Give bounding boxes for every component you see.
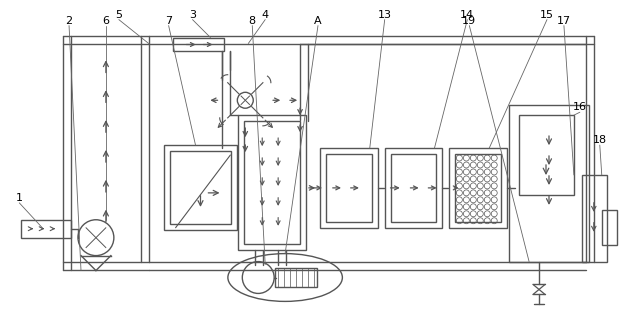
Text: 18: 18 (593, 135, 607, 145)
Text: 13: 13 (377, 10, 392, 20)
Text: 8: 8 (249, 16, 256, 26)
Text: 7: 7 (165, 16, 172, 26)
Text: 16: 16 (573, 102, 587, 112)
Bar (320, 148, 377, 228)
Bar (326, 154, 372, 222)
Text: 3: 3 (189, 10, 196, 20)
Text: 2: 2 (65, 16, 73, 26)
Bar (385, 148, 443, 228)
Text: 19: 19 (462, 16, 477, 26)
Bar (602, 210, 617, 245)
Bar (275, 267, 317, 288)
Text: 14: 14 (460, 10, 474, 20)
Bar (519, 115, 574, 195)
Text: 6: 6 (102, 16, 109, 26)
Bar (170, 151, 231, 224)
Bar (455, 154, 501, 222)
Bar (582, 175, 607, 262)
Bar (509, 105, 589, 262)
Text: 15: 15 (540, 10, 554, 20)
Text: 1: 1 (16, 193, 23, 203)
Text: 17: 17 (557, 16, 571, 26)
Bar (391, 154, 436, 222)
Bar (450, 148, 507, 228)
Bar (21, 220, 71, 238)
Text: 4: 4 (262, 10, 269, 20)
Bar (164, 145, 237, 230)
Text: A: A (314, 16, 322, 26)
Bar (244, 121, 300, 244)
Text: 5: 5 (116, 10, 122, 20)
Bar (238, 115, 306, 250)
Bar (173, 37, 224, 51)
